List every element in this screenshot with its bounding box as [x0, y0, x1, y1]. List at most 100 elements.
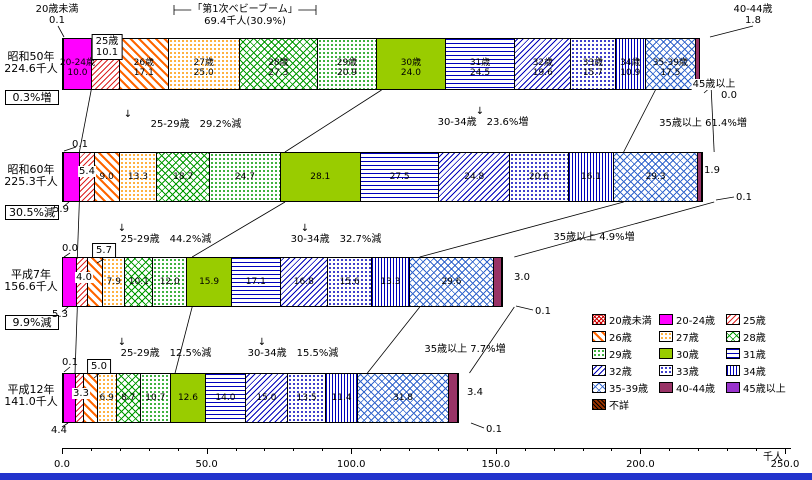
- segment-昭和50年-30歳: 30歳 24.0: [376, 38, 446, 90]
- legend-item-1: 20-24歳: [659, 312, 715, 327]
- annotation-24: 0.0: [62, 243, 78, 254]
- segment-value-label: 30歳 24.0: [400, 57, 422, 78]
- annotation-6: 45歳以上: [691, 79, 737, 90]
- segment-平成7年-33歳: 15.6: [327, 257, 373, 307]
- segment-平成7年-32歳: 16.8: [279, 257, 329, 307]
- annotation-3: 69.4千人(30.9%): [204, 16, 286, 27]
- segment-value-label: 13.3: [380, 277, 401, 287]
- segment-平成12年-27歳: 6.9: [96, 373, 117, 423]
- legend-label: 34歳: [743, 367, 766, 378]
- segment-value-label: 11.4: [331, 393, 352, 403]
- legend-swatch: [726, 331, 740, 342]
- segment-昭和60年-26歳: 9.0: [93, 152, 120, 202]
- annotation-21: ↓: [300, 223, 310, 234]
- annotation-33: 30-34歳 15.5%減: [247, 348, 339, 359]
- bar-昭和50年: 20-24歳 10.0 26歳 17.1 27歳 25.0 28歳 27.3 29歳 20.9 30…: [60, 38, 700, 90]
- segment-value-label: 32歳 19.6: [532, 57, 554, 78]
- segment-value-label: 13.3: [127, 172, 148, 182]
- legend-label: 25歳: [743, 316, 766, 327]
- segment-value-label: 10.1: [128, 277, 149, 287]
- annotation-4: 40-44歳: [733, 4, 773, 15]
- era-total: 224.6千人: [4, 62, 58, 75]
- annotation-15: 5.4: [78, 166, 96, 177]
- segment-平成7年-27歳: 7.9: [102, 257, 126, 307]
- annotation-26: 4.0: [75, 272, 93, 283]
- change-box-3: 9.9%減: [5, 315, 59, 330]
- legend-swatch: [592, 331, 606, 342]
- legend-label: 29歳: [609, 350, 632, 361]
- era-total: 225.3千人: [4, 175, 58, 188]
- axis-tick-label: 200.0: [626, 459, 655, 470]
- legend-item-13: 40-44歳: [659, 380, 715, 395]
- segment-value-label: 15.0: [256, 393, 277, 403]
- legend-label: 30歳: [676, 350, 699, 361]
- legend-swatch: [659, 348, 673, 359]
- segment-平成12年-35-39歳: 31.8: [357, 373, 449, 423]
- row-label-heisei12: 平成12年 141.0千人: [0, 384, 62, 408]
- segment-平成7年-30歳: 15.9: [186, 257, 233, 307]
- segment-value-label: 18.7: [173, 172, 194, 182]
- annotation-14: 0.1: [72, 139, 88, 150]
- segment-value-label: 26歳 17.1: [133, 57, 155, 78]
- legend-label: 20歳未満: [609, 316, 652, 327]
- legend-item-4: 27歳: [659, 329, 699, 344]
- segment-value-label: 27.5: [389, 172, 410, 182]
- segment-value-label: 29歳 20.9: [336, 57, 358, 78]
- segment-昭和60年-35-39歳: 29.3: [613, 152, 698, 202]
- segment-value-label: 28.1: [310, 172, 331, 182]
- annotation-28: 3.0: [513, 272, 531, 283]
- segment-value-label: 12.0: [159, 277, 180, 287]
- annotation-38: 4.4: [51, 425, 67, 436]
- segment-平成12年-31歳: 14.0: [205, 373, 246, 423]
- legend-swatch: [726, 348, 740, 359]
- axis-tick: [90, 448, 92, 451]
- axis-tick: [177, 448, 179, 451]
- legend-label: 40-44歳: [676, 384, 716, 395]
- legend-item-11: 34歳: [726, 363, 766, 378]
- annotation-19: ↓: [117, 223, 127, 234]
- annotation-29: 0.1: [535, 306, 551, 317]
- segment-昭和50年-34歳: 34歳 10.9: [614, 38, 647, 90]
- segment-昭和60年-45歳以上: [701, 152, 704, 202]
- axis-tick: [351, 448, 353, 454]
- bar-平成7年: 7.9 10.1 12.0 15.9 17.1 16.8 15.6 13.3 29.6: [62, 257, 503, 307]
- segment-平成7年-29歳: 12.0: [152, 257, 188, 307]
- axis-tick: [264, 448, 266, 451]
- legend-item-3: 26歳: [592, 329, 632, 344]
- axis-tick: [62, 448, 63, 454]
- segment-平成7年-31歳: 17.1: [231, 257, 281, 307]
- legend-item-15: 不詳: [592, 397, 629, 412]
- row-label-heisei7: 平成7年 156.6千人: [0, 269, 62, 293]
- axis-tick-label: 100.0: [336, 459, 366, 470]
- segment-昭和60年-34歳: 16.1: [567, 152, 615, 202]
- segment-平成12年-34歳: 11.4: [325, 373, 359, 423]
- segment-value-label: 27歳 25.0: [193, 57, 214, 78]
- axis-tick: [669, 448, 671, 451]
- legend-label: 26歳: [609, 333, 632, 344]
- legend-swatch: [592, 382, 606, 393]
- segment-平成12年-33歳: 13.5: [287, 373, 327, 423]
- segment-value-label: 16.1: [580, 172, 601, 182]
- axis-tick-label: 0.0: [54, 459, 70, 470]
- axis-tick: [119, 448, 121, 451]
- annotation-11: ↓: [475, 106, 485, 117]
- legend-swatch: [592, 399, 606, 410]
- legend-swatch: [659, 382, 673, 393]
- annotation-22: 30-34歳 32.7%減: [290, 234, 382, 245]
- legend-label: 35-39歳: [609, 384, 649, 395]
- legend-item-14: 45歳以上: [726, 380, 786, 395]
- axis-tick-label: 250.0: [770, 459, 800, 470]
- segment-value-label: 10.7: [145, 393, 166, 403]
- legend-item-7: 30歳: [659, 346, 699, 361]
- annotation-39: 3.4: [466, 387, 484, 398]
- segment-value-label: 20.6: [528, 172, 549, 182]
- legend-item-0: 20歳未満: [592, 312, 652, 327]
- axis-tick: [148, 448, 150, 451]
- annotation-0: 20歳未満: [35, 4, 79, 15]
- legend-label: 31歳: [743, 350, 766, 361]
- axis-tick-label: 150.0: [481, 459, 511, 470]
- x-axis-line: [62, 448, 791, 449]
- annotation-34: 35歳以上 7.7%増: [424, 344, 506, 355]
- legend-item-6: 29歳: [592, 346, 632, 361]
